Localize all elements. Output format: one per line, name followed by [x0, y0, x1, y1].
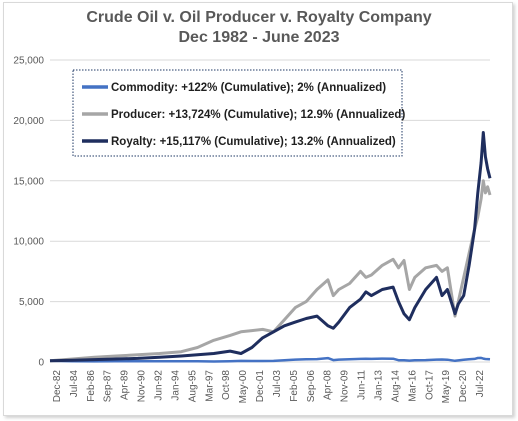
x-tick-label: Aug-95 — [187, 370, 198, 403]
chart-title-line-2: Dec 1982 - June 2023 — [178, 29, 340, 46]
x-tick-label: Sep-87 — [103, 370, 114, 403]
x-tick-label: Dec-01 — [255, 370, 266, 403]
x-tick-label: Apr-89 — [120, 370, 131, 400]
x-tick-label: Jan-13 — [374, 370, 385, 401]
x-tick-label: Jul-84 — [69, 370, 80, 398]
chart-title: Crude Oil v. Oil Producer v. Royalty Com… — [0, 8, 518, 48]
x-tick-label: Dec-82 — [52, 370, 63, 403]
series-lines — [49, 131, 492, 363]
x-tick-label: Feb-05 — [289, 370, 300, 402]
legend: Commodity: +122% (Cumulative); 2% (Annua… — [72, 69, 405, 157]
x-tick-label: Apr-08 — [323, 370, 334, 400]
x-tick-label: Feb-86 — [86, 370, 97, 402]
legend-label-royalty: Royalty: +15,117% (Cumulative); 13.2% (A… — [111, 136, 396, 148]
y-tick-label: 20,000 — [13, 116, 44, 127]
x-tick-label: May-19 — [441, 370, 452, 404]
legend-box — [72, 69, 403, 157]
x-axis-ticks: Dec-82 Jul-84 Feb-86 Sep-87 Apr-89 Nov-90 Jun-… — [52, 370, 486, 404]
x-tick-label: Jun-92 — [154, 370, 165, 401]
x-tick-label: Aug-14 — [390, 370, 401, 403]
y-tick-label: 25,000 — [13, 56, 44, 67]
y-tick-label: 15,000 — [13, 176, 44, 187]
series-line-royalty — [49, 131, 492, 363]
x-tick-label: Jul-22 — [475, 370, 486, 398]
x-tick-label: Jul-03 — [272, 370, 283, 398]
legend-label-commodity: Commodity: +122% (Cumulative); 2% (Annua… — [111, 82, 386, 94]
x-tick-label: Dec-20 — [458, 370, 469, 403]
x-tick-label: May-00 — [238, 370, 249, 404]
legend-label-producer: Producer: +13,724% (Cumulative); 12.9% (… — [111, 109, 405, 121]
y-axis-ticks: 0 5,000 10,000 15,000 20,000 25,000 — [13, 56, 44, 369]
x-tick-label: Jan-94 — [170, 370, 181, 401]
y-tick-label: 0 — [38, 358, 44, 369]
chart-title-line-1: Crude Oil v. Oil Producer v. Royalty Com… — [86, 9, 432, 26]
x-tick-label: Nov-09 — [340, 370, 351, 403]
series-line-commodity — [49, 356, 491, 363]
x-tick-label: Nov-90 — [137, 370, 148, 403]
y-tick-label: 10,000 — [13, 237, 44, 248]
x-tick-label: Mar-97 — [204, 370, 215, 402]
x-tick-label: Mar-16 — [407, 370, 418, 402]
x-tick-label: Jun-11 — [357, 370, 368, 400]
series-line-producer — [49, 179, 492, 363]
x-tick-label: Oct-98 — [221, 370, 232, 400]
x-tick-label: Sep-06 — [306, 370, 317, 403]
y-tick-label: 5,000 — [19, 297, 44, 308]
gridlines — [50, 59, 490, 363]
x-tick-label: Oct-17 — [424, 370, 435, 400]
